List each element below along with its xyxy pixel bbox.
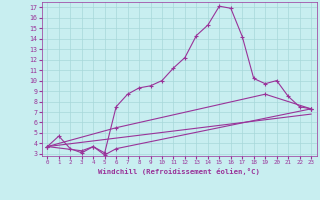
X-axis label: Windchill (Refroidissement éolien,°C): Windchill (Refroidissement éolien,°C) <box>98 168 260 175</box>
